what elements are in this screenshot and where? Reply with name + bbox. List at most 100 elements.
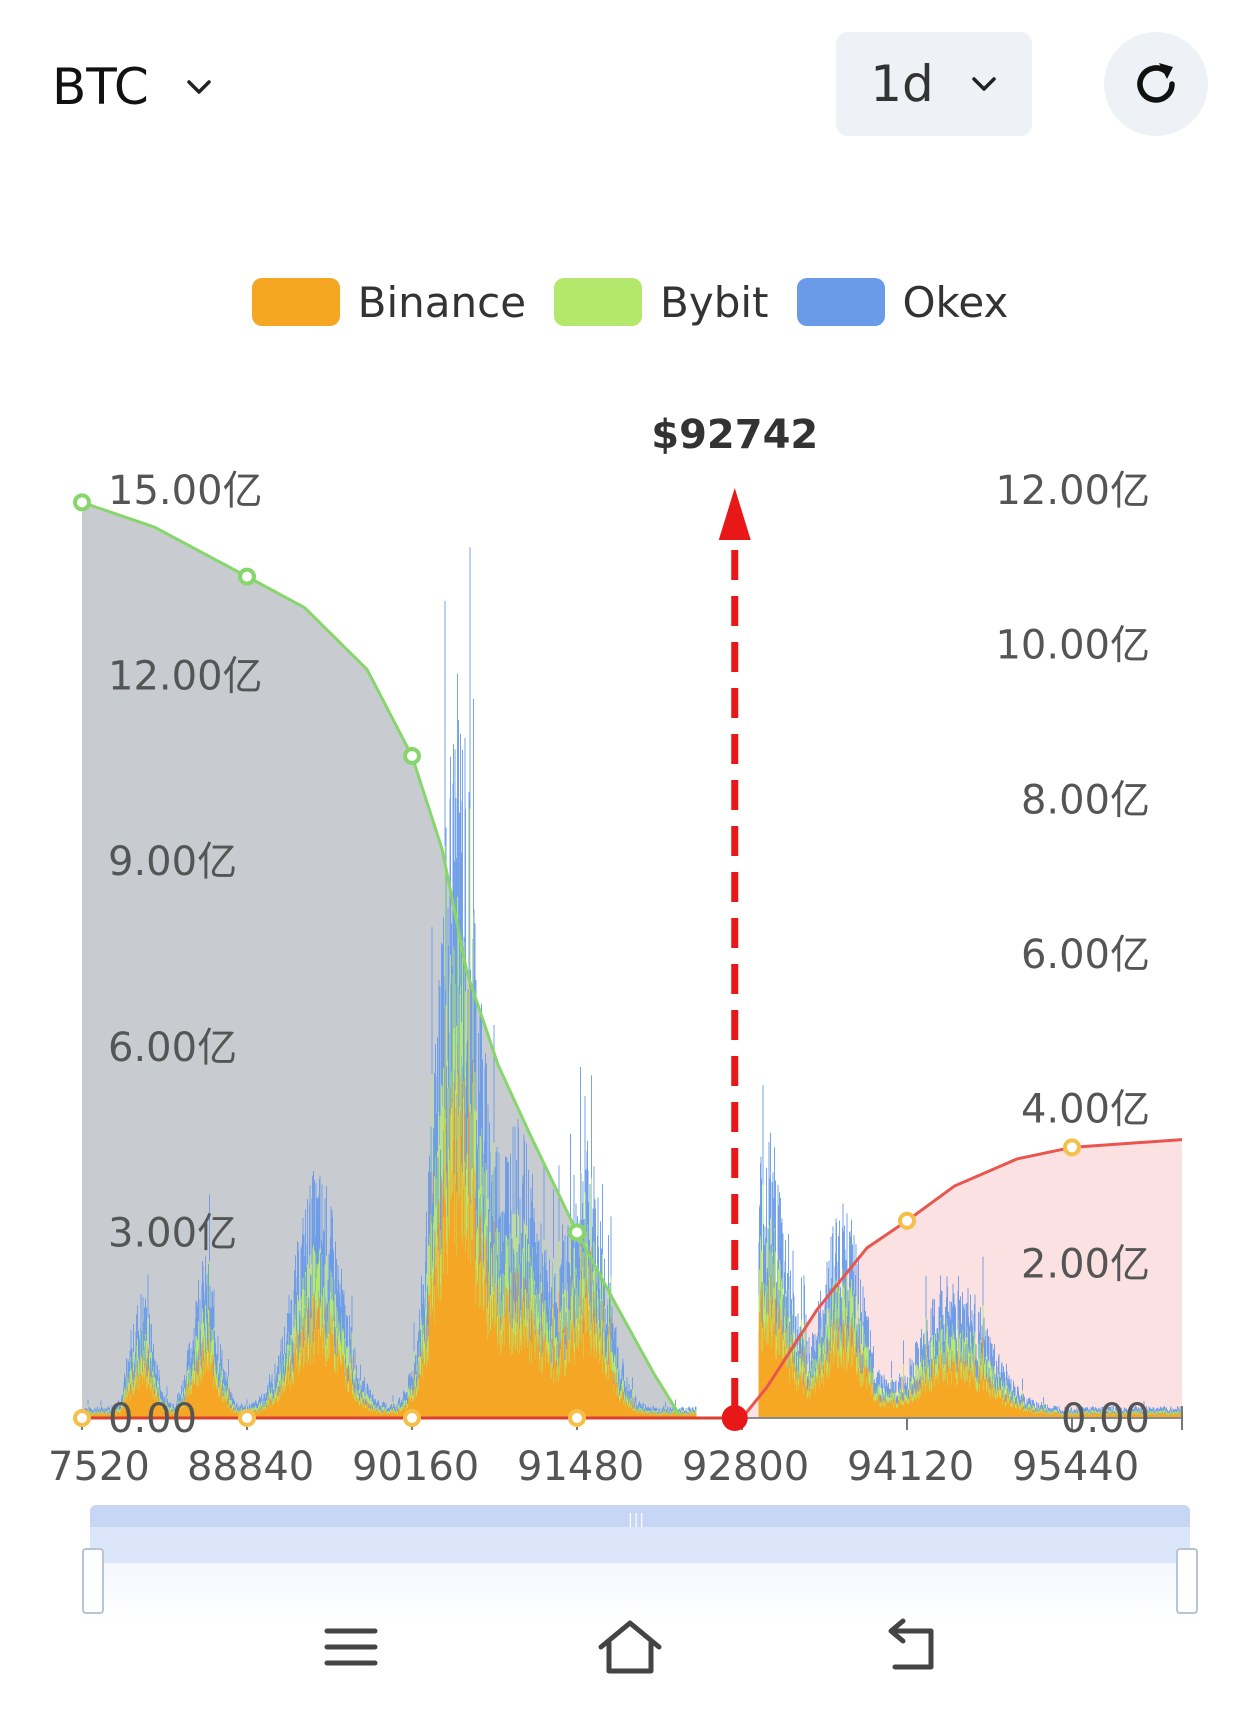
bar-bybit bbox=[855, 1296, 857, 1332]
bar-okex bbox=[350, 1326, 352, 1355]
bar-okex bbox=[544, 1263, 546, 1310]
bar-okex bbox=[478, 1032, 479, 1149]
bar-okex bbox=[371, 1394, 373, 1402]
bar-okex bbox=[246, 1399, 248, 1405]
bar-okex bbox=[296, 1292, 297, 1331]
bar-okex bbox=[611, 1306, 613, 1340]
bar-okex bbox=[778, 1205, 779, 1270]
bar-okex bbox=[874, 1379, 875, 1391]
bar-okex bbox=[157, 1365, 158, 1381]
bar-okex bbox=[122, 1394, 123, 1402]
bar-bybit bbox=[233, 1404, 234, 1409]
bar-bybit bbox=[860, 1321, 861, 1349]
bar-okex bbox=[522, 1175, 524, 1249]
bar-okex bbox=[86, 1408, 88, 1412]
bar-okex bbox=[133, 1324, 134, 1353]
bar-okex bbox=[160, 1390, 162, 1399]
bar-bybit bbox=[851, 1279, 852, 1319]
bar-okex bbox=[597, 1197, 599, 1264]
refresh-button[interactable] bbox=[1104, 32, 1208, 136]
bar-okex bbox=[792, 1250, 794, 1301]
bar-okex bbox=[774, 1147, 775, 1229]
bar-okex bbox=[845, 1260, 847, 1308]
bar-okex bbox=[569, 1263, 570, 1310]
coin-select[interactable]: BTC bbox=[52, 52, 213, 122]
bar-okex bbox=[349, 1315, 350, 1347]
bar-okex bbox=[516, 1251, 518, 1302]
bar-bybit bbox=[133, 1352, 134, 1372]
bar-bybit bbox=[918, 1369, 919, 1384]
bar-okex bbox=[685, 1408, 687, 1412]
bar-okex bbox=[770, 1132, 771, 1219]
bar-okex bbox=[600, 1221, 601, 1281]
bar-okex bbox=[417, 1340, 418, 1365]
bar-okex bbox=[326, 1186, 327, 1256]
bar-okex bbox=[645, 1404, 646, 1409]
bar-okex bbox=[554, 1273, 556, 1317]
legend-item-binance[interactable]: Binance bbox=[251, 278, 526, 327]
bar-okex bbox=[813, 1335, 814, 1360]
bar-okex bbox=[332, 1217, 333, 1278]
bar-okex bbox=[684, 1410, 685, 1413]
coin-label: BTC bbox=[52, 58, 149, 116]
bar-bybit bbox=[512, 1214, 514, 1273]
bar-okex bbox=[494, 1167, 496, 1243]
bar-okex bbox=[573, 1174, 575, 1248]
bar-okex bbox=[669, 1409, 670, 1413]
bar-okex bbox=[164, 1397, 165, 1404]
bar-bybit bbox=[538, 1293, 540, 1330]
bar-okex bbox=[183, 1388, 184, 1398]
bar-okex bbox=[826, 1261, 828, 1309]
bar-okex bbox=[888, 1383, 889, 1394]
bar-okex bbox=[212, 1306, 214, 1340]
bar-bybit bbox=[934, 1334, 935, 1359]
bar-okex bbox=[480, 1015, 481, 1137]
bar-okex bbox=[766, 1167, 767, 1243]
bar-okex bbox=[904, 1375, 906, 1389]
bar-okex bbox=[427, 1285, 428, 1326]
bar-okex bbox=[883, 1374, 885, 1388]
bar-okex bbox=[862, 1286, 864, 1326]
bar-okex bbox=[378, 1403, 380, 1408]
bar-okex bbox=[341, 1268, 342, 1314]
bar-okex bbox=[336, 1259, 337, 1307]
bar-bybit bbox=[672, 1410, 674, 1413]
bar-okex bbox=[151, 1323, 152, 1353]
bar-okex bbox=[526, 1143, 527, 1226]
bar-okex bbox=[367, 1385, 369, 1396]
bar-bybit bbox=[167, 1407, 169, 1411]
bar-bybit bbox=[883, 1387, 885, 1397]
bar-okex bbox=[159, 1377, 160, 1390]
bar-okex bbox=[693, 1410, 695, 1413]
bar-okex bbox=[191, 1358, 192, 1377]
bar-okex bbox=[230, 1392, 232, 1400]
bar-bybit bbox=[170, 1407, 172, 1411]
interval-select[interactable]: 1d bbox=[836, 32, 1032, 136]
bar-bybit bbox=[465, 991, 466, 1114]
bar-bybit bbox=[690, 1411, 692, 1414]
bar-okex bbox=[643, 1402, 644, 1408]
bar-okex bbox=[205, 1256, 206, 1305]
bar-okex bbox=[788, 1276, 790, 1319]
bar-okex bbox=[353, 1349, 354, 1371]
bar-okex bbox=[289, 1313, 291, 1345]
bar-okex bbox=[638, 1403, 639, 1408]
bar-okex bbox=[281, 1362, 282, 1380]
bar-bybit bbox=[832, 1283, 834, 1323]
bar-okex bbox=[625, 1387, 626, 1397]
bar-okex bbox=[668, 1407, 670, 1411]
bar-okex bbox=[142, 1296, 144, 1334]
bar-okex bbox=[524, 1140, 525, 1224]
legend-item-bybit[interactable]: Bybit bbox=[554, 278, 769, 327]
bar-okex bbox=[411, 1371, 413, 1386]
bar-okex bbox=[945, 1306, 946, 1341]
bar-okex bbox=[225, 1372, 227, 1386]
bar-bybit bbox=[351, 1332, 353, 1357]
bar-bybit bbox=[903, 1363, 904, 1380]
bar-okex bbox=[632, 1377, 633, 1390]
bar-okex bbox=[147, 1274, 149, 1318]
bar-okex bbox=[822, 1310, 824, 1343]
bar-okex bbox=[592, 1208, 594, 1272]
bar-okex bbox=[943, 1324, 944, 1353]
legend-item-okex[interactable]: Okex bbox=[796, 278, 1008, 327]
